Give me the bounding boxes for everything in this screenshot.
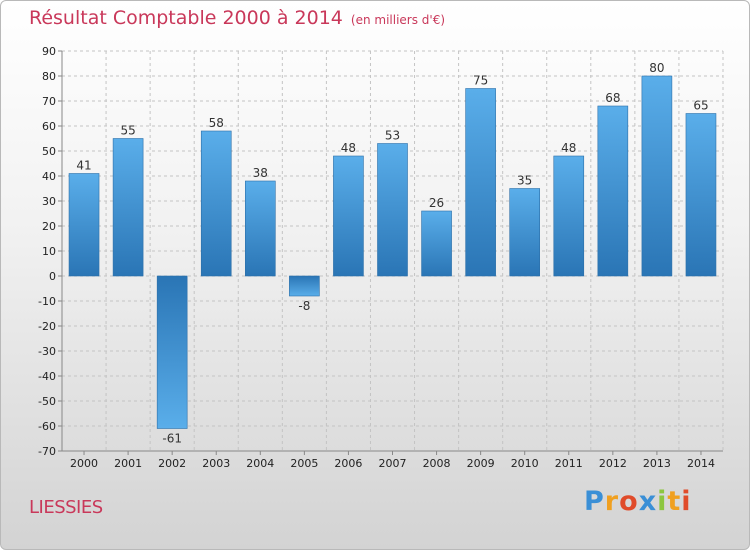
- bar-2001: [112, 138, 144, 277]
- bars-group: [68, 75, 717, 429]
- value-label-2012: 68: [605, 91, 620, 105]
- x-tick-label-2003: 2003: [202, 457, 230, 470]
- value-label-2003: 58: [209, 116, 224, 130]
- x-tick-label-2014: 2014: [687, 457, 715, 470]
- brand-letter: i: [681, 486, 692, 517]
- axes: 9080706050403020100-10-20-30-40-50-60-70…: [38, 45, 723, 470]
- value-label-2014: 65: [693, 99, 708, 113]
- chart-subtitle: (en milliers d'€): [350, 13, 446, 27]
- value-label-2004: 38: [253, 166, 268, 180]
- x-tick-label-2002: 2002: [158, 457, 186, 470]
- bar-2008: [421, 210, 452, 277]
- value-label-2000: 41: [76, 159, 91, 173]
- y-tick-label: -30: [38, 345, 56, 358]
- y-tick-label: 40: [42, 170, 56, 183]
- y-tick-label: 0: [49, 270, 56, 283]
- brand-letter: x: [638, 486, 658, 517]
- brand-letter: r: [604, 486, 620, 517]
- value-label-2007: 53: [385, 129, 400, 143]
- value-label-2013: 80: [649, 61, 664, 75]
- brand-letter: i: [657, 486, 668, 517]
- y-tick-label: -50: [38, 395, 56, 408]
- y-tick-label: -70: [38, 445, 56, 458]
- x-tick-label-2000: 2000: [70, 457, 98, 470]
- value-label-2009: 75: [473, 74, 488, 88]
- y-tick-label: 50: [42, 145, 56, 158]
- bar-2005: [289, 275, 320, 297]
- x-tick-label-2004: 2004: [246, 457, 274, 470]
- x-tick-label-2001: 2001: [114, 457, 142, 470]
- x-tick-label-2011: 2011: [555, 457, 583, 470]
- y-tick-label: 80: [42, 70, 56, 83]
- commune-name: LIESSIES: [29, 497, 103, 518]
- brand-letter: o: [619, 486, 639, 517]
- y-tick-label: 90: [42, 45, 56, 58]
- proxiti-logo[interactable]: Proxiti: [584, 486, 692, 517]
- bar-2006: [333, 155, 364, 277]
- x-tick-label-2012: 2012: [599, 457, 627, 470]
- brand-letter: P: [584, 486, 605, 517]
- y-tick-label: -60: [38, 420, 56, 433]
- y-tick-label: 30: [42, 195, 56, 208]
- x-tick-label-2013: 2013: [643, 457, 671, 470]
- value-label-2008: 26: [429, 196, 444, 210]
- title-text: Résultat Comptable 2000 à 2014: [29, 7, 343, 29]
- value-label-2005: -8: [298, 299, 310, 313]
- value-label-2010: 35: [517, 174, 532, 188]
- x-tick-label-2010: 2010: [511, 457, 539, 470]
- brand-letter: t: [667, 486, 682, 517]
- bar-2003: [200, 130, 232, 277]
- x-tick-label-2007: 2007: [379, 457, 407, 470]
- x-tick-label-2008: 2008: [423, 457, 451, 470]
- y-tick-label: -10: [38, 295, 56, 308]
- value-labels: 41 55 -61 58 38 -8 48 53 26 75 35 48 68 80 65: [76, 61, 708, 446]
- value-label-2002: -61: [162, 432, 182, 446]
- bar-2014: [685, 113, 717, 277]
- value-label-2011: 48: [561, 141, 576, 155]
- y-tick-label: 10: [42, 245, 56, 258]
- x-tick-label-2006: 2006: [334, 457, 362, 470]
- bar-2012: [597, 105, 629, 277]
- x-tick-label-2005: 2005: [290, 457, 318, 470]
- value-label-2006: 48: [341, 141, 356, 155]
- value-label-2001: 55: [120, 124, 135, 138]
- y-tick-label: 20: [42, 220, 56, 233]
- y-tick-label: -20: [38, 320, 56, 333]
- y-tick-label: 70: [42, 95, 56, 108]
- bar-2011: [553, 155, 585, 277]
- bar-2010: [509, 188, 541, 277]
- bar-2013: [641, 75, 673, 277]
- bar-2002: [156, 275, 188, 429]
- x-tick-label-2009: 2009: [467, 457, 495, 470]
- bar-2009: [465, 88, 496, 277]
- y-tick-label: -40: [38, 370, 56, 383]
- bar-2000: [68, 173, 100, 277]
- chart-title: Résultat Comptable 2000 à 2014 (en millie…: [29, 7, 445, 29]
- bar-2004: [245, 180, 276, 277]
- y-tick-label: 60: [42, 120, 56, 133]
- bar-2007: [377, 143, 408, 277]
